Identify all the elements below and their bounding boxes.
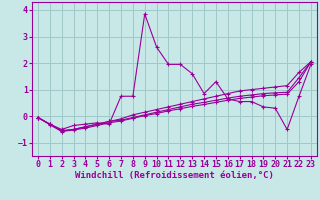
X-axis label: Windchill (Refroidissement éolien,°C): Windchill (Refroidissement éolien,°C): [75, 171, 274, 180]
